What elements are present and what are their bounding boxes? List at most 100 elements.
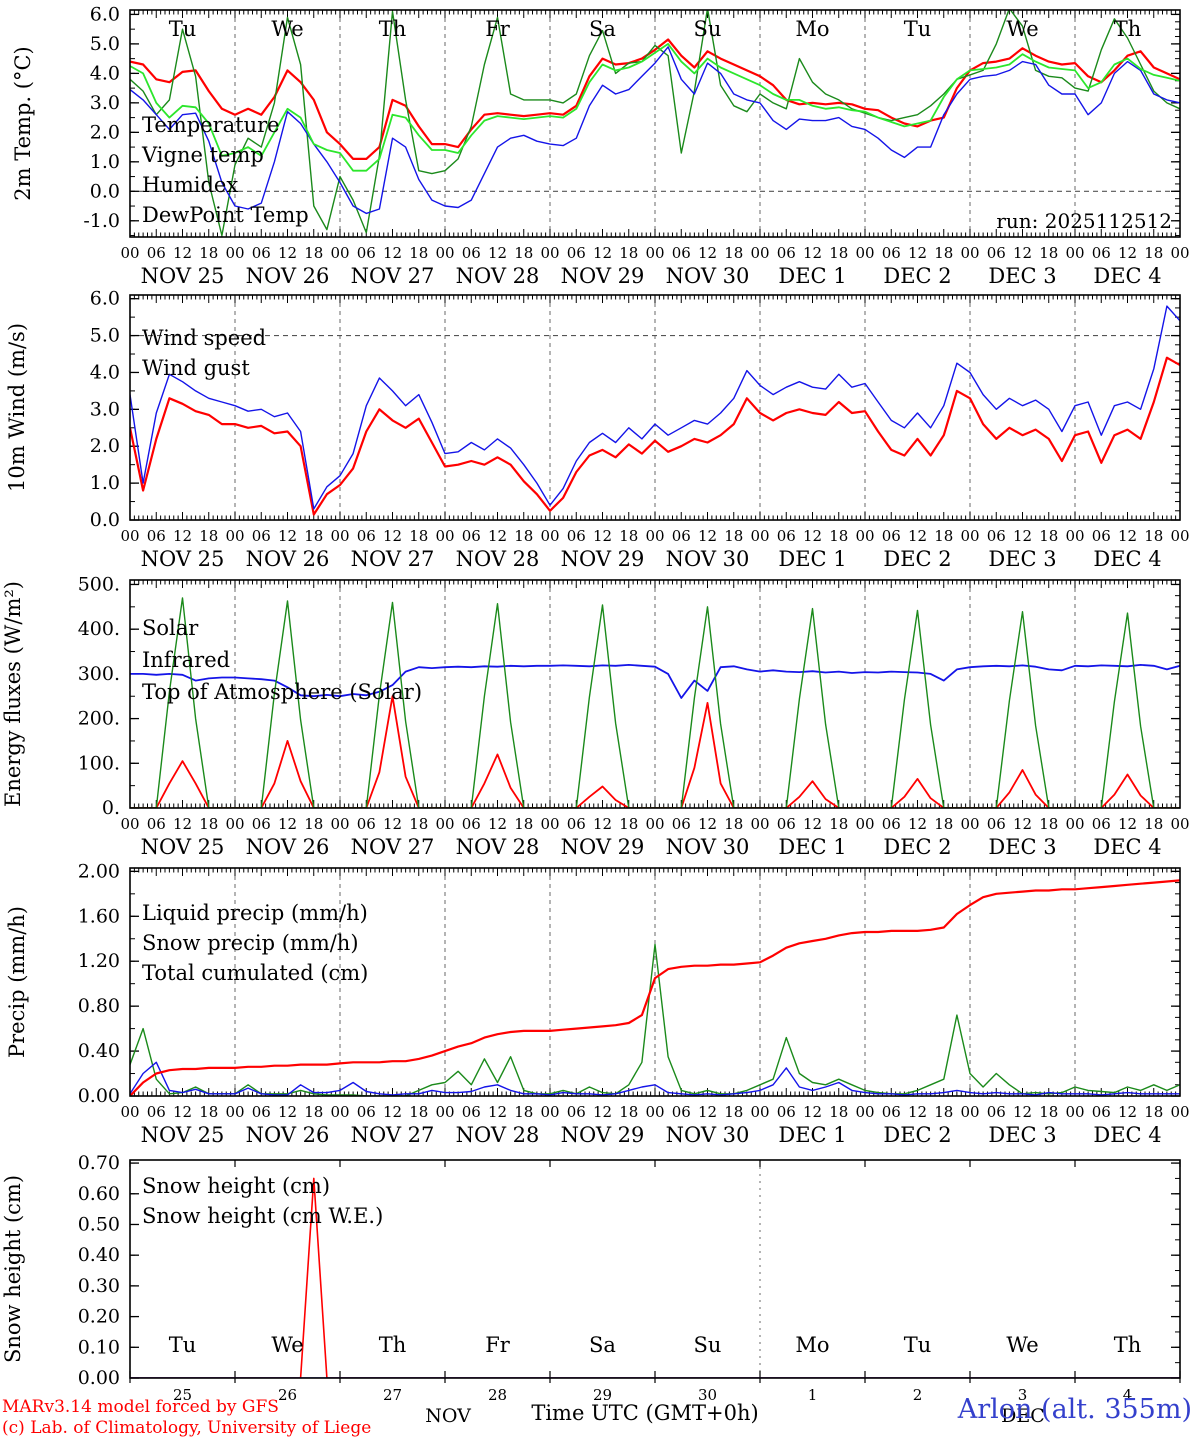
y-tick-label: 100. [78,752,120,774]
hour-tick-label: 06 [1092,815,1111,833]
hour-tick-label: 18 [304,244,323,262]
hour-tick-label: 12 [383,815,402,833]
panel-frame [129,1159,1181,1379]
hour-tick-label: 12 [383,244,402,262]
day-name-label: We [271,17,303,41]
hour-tick-label: 00 [750,244,769,262]
date-label: NOV 26 [246,1123,330,1147]
hour-tick-label: 06 [147,527,166,545]
hour-tick-label: 12 [593,527,612,545]
y-tick-label: 0.40 [78,1040,120,1062]
hour-tick-label: 12 [593,1103,612,1121]
date-label: DEC 3 [988,1123,1056,1147]
date-label: NOV 27 [351,547,435,571]
y-tick-label: 1.20 [78,950,120,972]
hour-tick-label: 18 [304,815,323,833]
hour-tick-label: 18 [724,815,743,833]
hour-tick-label: 06 [672,1103,691,1121]
date-label: NOV 29 [561,547,645,571]
hour-tick-label: 06 [777,527,796,545]
hour-tick-label: 00 [540,527,559,545]
day-name-label: We [1006,1333,1038,1357]
hour-tick-label: 12 [488,527,507,545]
y-tick-label: 4.0 [90,62,120,84]
hour-tick-label: 12 [698,527,717,545]
hour-tick-label: 00 [645,815,664,833]
hour-tick-label: 12 [488,1103,507,1121]
hour-tick-label: 12 [698,244,717,262]
hour-tick-label: 18 [514,527,533,545]
panel-energy-fluxes: 500. 400. 300. 200. 100. 0. Solar Infrared Top o… [1,573,1190,859]
hour-tick-label: 00 [960,244,979,262]
hour-tick-label: 00 [540,244,559,262]
hour-tick-label: 00 [330,815,349,833]
day-number-label: 27 [383,1386,402,1404]
hour-tick-label: 06 [252,815,271,833]
y-tick-label: 3.0 [90,398,120,420]
date-label: DEC 4 [1093,547,1161,571]
hour-tick-label: 06 [777,815,796,833]
date-label: DEC 1 [778,547,846,571]
hour-tick-label: 00 [540,1103,559,1121]
y-tick-label: 2.0 [90,121,120,143]
date-label: DEC 2 [883,1123,951,1147]
hour-tick-label: 06 [987,1103,1006,1121]
hour-tick-label: 00 [225,1103,244,1121]
hour-tick-label: 18 [409,1103,428,1121]
legend-vigne-temp: Vigne temp [141,143,264,167]
hour-tick-label: 06 [567,815,586,833]
hour-tick-label: 06 [147,244,166,262]
hour-tick-label: 06 [1092,244,1111,262]
hour-tick-label: 00 [645,244,664,262]
series-precip-liquid-precip-mm-h- [130,943,1180,1096]
hour-tick-label: 18 [829,1103,848,1121]
day-name-label: Th [1114,17,1142,41]
hour-tick-label: 00 [1065,527,1084,545]
series-temperature-temperature [130,38,1180,160]
hour-tick-label: 18 [724,244,743,262]
panel-precip: 2.00 1.60 1.20 0.80 0.40 0.00 Liquid precip (m… [5,860,1190,1147]
day-number-label: 28 [488,1386,507,1404]
date-label: NOV 28 [456,1123,540,1147]
hour-tick-label: 18 [1144,244,1163,262]
series-temperature-vigne-temp [130,10,1180,237]
date-label: NOV 30 [666,1123,750,1147]
hour-tick-label: 00 [750,527,769,545]
hour-tick-label: 06 [567,527,586,545]
hour-tick-label: 18 [829,815,848,833]
series-temperature-humidex [130,46,1180,215]
y-tick-label: 0. [102,797,120,819]
date-label: NOV 28 [456,835,540,859]
y-tick-label: 0.50 [78,1213,120,1235]
y-tick-label: 2.00 [78,860,120,882]
hour-tick-label: 12 [278,815,297,833]
hour-tick-label: 18 [934,244,953,262]
date-label: NOV 25 [141,547,225,571]
hour-tick-label: 12 [593,815,612,833]
hour-tick-label: 06 [357,815,376,833]
hour-tick-label: 00 [330,527,349,545]
hour-tick-label: 12 [908,815,927,833]
date-label: NOV 26 [246,264,330,288]
hour-tick-label: 06 [987,527,1006,545]
day-name-label: Su [694,17,722,41]
day-number-label: 26 [278,1386,297,1404]
series-precip-snow-precip-mm-h- [130,1061,1180,1096]
hour-tick-label: 00 [855,1103,874,1121]
hour-tick-label: 18 [934,1103,953,1121]
legend-top-of-atmosphere-solar-: Top of Atmosphere (Solar) [142,680,422,704]
y-axis-title-temperature: 2m Temp. (°C) [11,46,35,200]
hour-tick-label: 00 [435,815,454,833]
hour-tick-label: 00 [435,1103,454,1121]
date-label: DEC 4 [1093,835,1161,859]
legend-humidex: Humidex [142,173,238,197]
y-tick-label: 0.80 [78,995,120,1017]
hour-tick-label: 06 [147,815,166,833]
hour-tick-label: 18 [199,244,218,262]
hour-tick-label: 00 [120,244,139,262]
hour-tick-label: 06 [252,244,271,262]
hour-tick-label: 12 [803,1103,822,1121]
hour-tick-label: 12 [593,244,612,262]
